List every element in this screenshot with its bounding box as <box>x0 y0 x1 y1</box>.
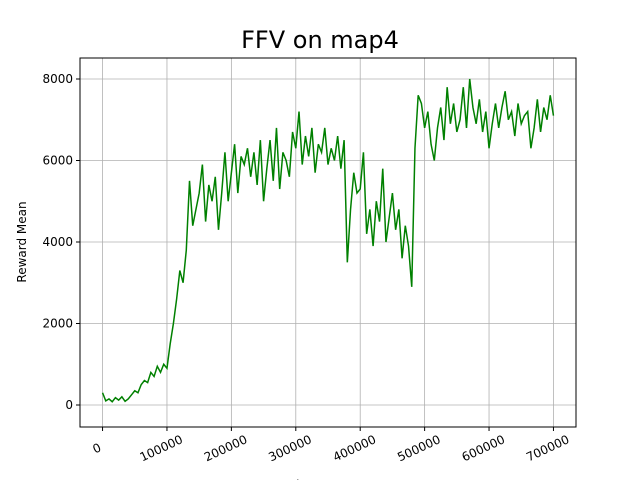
x-tick-label: 100000 <box>138 432 185 464</box>
y-tick-label: 2000 <box>42 316 73 330</box>
y-axis-label: Reward Mean <box>15 201 29 282</box>
x-tick-label: 600000 <box>460 432 507 464</box>
x-tick-label: 300000 <box>266 432 313 464</box>
x-tick-label: 200000 <box>202 432 249 464</box>
y-tick-label: 8000 <box>42 72 73 86</box>
x-tick-label: 0 <box>90 440 103 456</box>
y-tick-label: 4000 <box>42 235 73 249</box>
x-tick-label: 700000 <box>524 432 571 464</box>
plot-frame <box>79 57 577 428</box>
y-tick-label: 6000 <box>42 153 73 167</box>
x-tick-label: 500000 <box>395 432 442 464</box>
chart-title: FFV on map4 <box>241 26 399 54</box>
y-tick-label: 0 <box>65 398 73 412</box>
data-line <box>101 78 555 403</box>
x-tick-label: 400000 <box>331 432 378 464</box>
x-axis-label: Timesteps <box>288 478 351 480</box>
